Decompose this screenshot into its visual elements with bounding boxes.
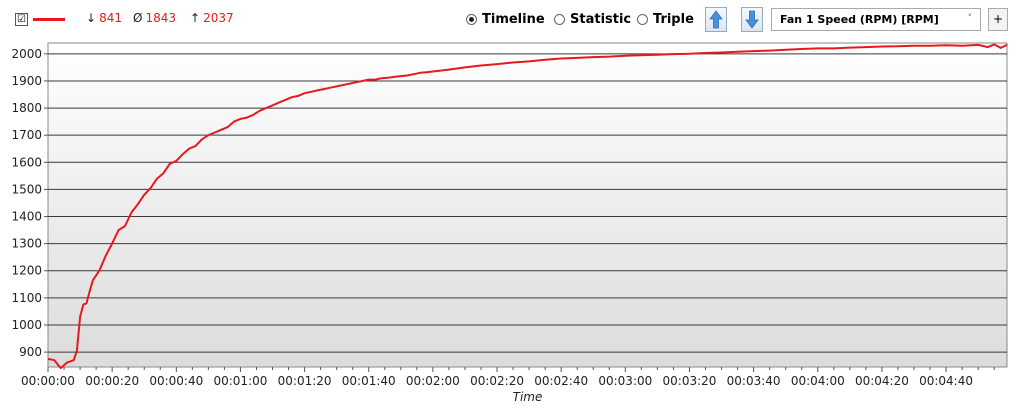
radio-unselected-icon — [637, 13, 648, 25]
x-tick-label: 00:04:00 — [791, 374, 845, 388]
y-tick-label: 1100 — [11, 291, 42, 305]
radio-selected-icon — [466, 13, 477, 25]
x-tick-label: 00:04:20 — [855, 374, 909, 388]
x-tick-label: 00:02:00 — [406, 374, 460, 388]
series-legend-line — [33, 18, 65, 21]
y-tick-label: 1900 — [11, 74, 42, 88]
arrow-up-icon — [709, 10, 723, 29]
x-tick-label: 00:02:40 — [534, 374, 588, 388]
stat-max-value: 2037 — [203, 11, 234, 25]
view-radio-label: Triple — [653, 11, 694, 27]
x-axis-label: Time — [513, 390, 543, 404]
series-visibility-checkbox[interactable]: ☑ — [15, 13, 28, 26]
radio-unselected-icon — [554, 13, 565, 25]
grid-lines — [48, 53, 1007, 353]
y-tick-label: 1300 — [11, 237, 42, 251]
x-tick-label: 00:00:40 — [149, 374, 203, 388]
y-tick-label: 1400 — [11, 210, 42, 224]
x-tick-label: 00:03:20 — [663, 374, 717, 388]
x-tick-label: 00:00:20 — [85, 374, 139, 388]
x-tick-label: 00:03:40 — [727, 374, 781, 388]
average-icon: Ø — [133, 11, 143, 25]
y-axis-ticks: 900 1000 1100 1200 1300 1400 1500 1600 1700 1800 1… — [11, 47, 48, 359]
x-tick-label: 00:01:20 — [278, 374, 332, 388]
y-tick-label: 1800 — [11, 101, 42, 115]
x-tick-label: 00:02:20 — [470, 374, 524, 388]
view-radio-triple[interactable]: Triple — [637, 10, 694, 28]
min-arrow-icon: ↓ — [86, 11, 97, 25]
move-up-button[interactable] — [705, 7, 727, 32]
y-tick-label: 1600 — [11, 155, 42, 169]
y-tick-label: 900 — [19, 345, 42, 359]
y-tick-label: 1500 — [11, 182, 42, 196]
x-tick-label: 00:01:00 — [213, 374, 267, 388]
stat-min-value: 841 — [99, 11, 122, 25]
move-down-button[interactable] — [741, 7, 763, 32]
y-tick-label: 2000 — [11, 47, 42, 61]
y-tick-label: 1200 — [11, 264, 42, 278]
add-sensor-button[interactable]: + — [988, 8, 1008, 31]
stat-max: ↑ 2037 — [190, 11, 234, 25]
stat-min: ↓ 841 — [86, 11, 122, 25]
stat-avg: Ø 1843 — [133, 11, 176, 25]
x-tick-label: 00:01:40 — [342, 374, 396, 388]
x-tick-label: 00:03:00 — [598, 374, 652, 388]
view-radio-statistic[interactable]: Statistic — [554, 10, 631, 28]
y-tick-label: 1700 — [11, 128, 42, 142]
x-tick-label: 00:04:40 — [919, 374, 973, 388]
view-radio-timeline[interactable]: Timeline — [466, 10, 545, 28]
max-arrow-icon: ↑ — [190, 11, 201, 25]
chevron-down-icon: ˅ — [967, 14, 973, 24]
y-tick-label: 1000 — [11, 318, 42, 332]
x-axis-ticks: 00:00:00 00:00:20 00:00:40 00:01:00 00:01:20… — [21, 367, 995, 388]
stat-avg-value: 1843 — [145, 11, 176, 25]
x-tick-label: 00:00:00 — [21, 374, 75, 388]
view-radio-label: Timeline — [482, 11, 545, 27]
view-radio-label: Statistic — [570, 11, 632, 27]
series-line-fan-1-speed — [47, 43, 1008, 370]
timeline-chart: 900 1000 1100 1200 1300 1400 1500 1600 1700 1800 1… — [11, 42, 1008, 404]
sensor-select-value: Fan 1 Speed (RPM) [RPM] — [780, 13, 939, 26]
sensor-select[interactable]: Fan 1 Speed (RPM) [RPM] ˅ — [771, 8, 981, 31]
arrow-down-icon — [745, 10, 759, 29]
plot-area — [47, 42, 1008, 368]
chart-toolbar: ☑ ↓ 841 Ø 1843 ↑ 2037 Timeline Statistic Tr… — [0, 0, 1024, 40]
